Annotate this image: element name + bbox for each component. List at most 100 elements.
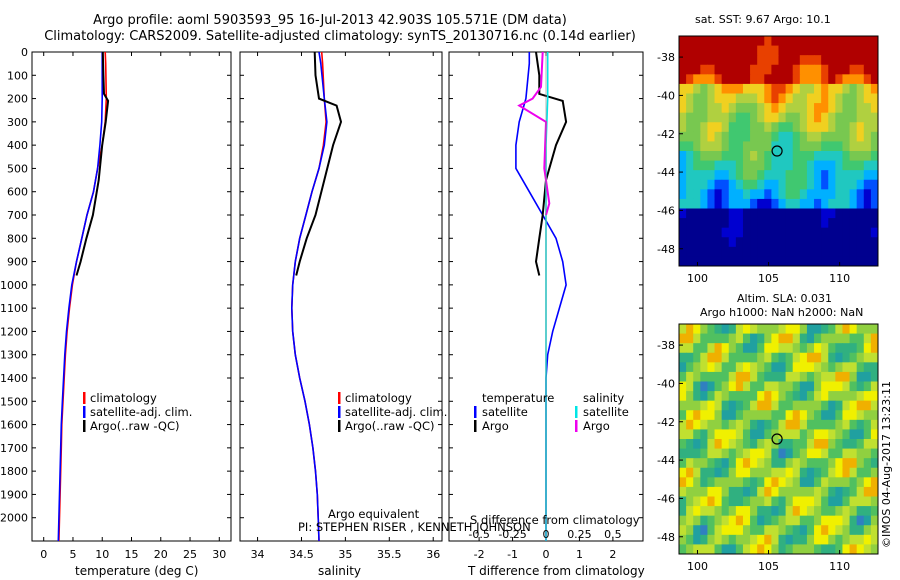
sla-cell bbox=[849, 467, 858, 478]
xtick-label: 2 bbox=[609, 548, 616, 561]
ytick-label: 400 bbox=[7, 139, 28, 152]
sst-cell bbox=[806, 55, 815, 66]
sst-cell bbox=[707, 131, 716, 142]
sst-cell bbox=[771, 227, 779, 238]
sla-cell bbox=[764, 515, 772, 526]
sla-cell bbox=[842, 371, 851, 382]
sst-cell bbox=[679, 179, 687, 190]
sst-cell bbox=[735, 208, 744, 219]
sst-cell bbox=[679, 256, 687, 267]
sst-cell bbox=[693, 237, 701, 248]
sst-cell bbox=[835, 246, 843, 257]
sst-frame bbox=[678, 35, 879, 267]
legend-diff-tsat: satellite bbox=[482, 405, 528, 419]
sst-cell bbox=[828, 256, 836, 267]
ytick-label: 1600 bbox=[0, 419, 28, 432]
sla-cell bbox=[735, 486, 744, 497]
sst-cell bbox=[806, 141, 815, 152]
sla-cell bbox=[870, 448, 879, 459]
sst-cell bbox=[870, 103, 879, 114]
sla-cell bbox=[863, 324, 872, 335]
sst-cell bbox=[742, 74, 751, 85]
sst-cell bbox=[700, 112, 708, 123]
sst-cell bbox=[714, 141, 723, 152]
sst-cell bbox=[870, 122, 879, 133]
sst-cell bbox=[764, 122, 772, 133]
sst-cell bbox=[792, 83, 801, 94]
sla-cell bbox=[750, 333, 758, 344]
sla-cell bbox=[742, 458, 751, 469]
sst-cell bbox=[785, 103, 794, 114]
sla-cell bbox=[679, 477, 687, 488]
sst-cell bbox=[728, 131, 737, 142]
sst-cell bbox=[785, 208, 794, 219]
sla-cell bbox=[757, 400, 765, 411]
sla-cell bbox=[735, 391, 744, 402]
sst-cell bbox=[842, 141, 851, 152]
sla-cell bbox=[785, 410, 794, 421]
sst-cell bbox=[771, 122, 779, 133]
sla-cell bbox=[721, 506, 730, 517]
sst-cell bbox=[757, 237, 765, 248]
sst-cell bbox=[714, 112, 723, 123]
sla-cell bbox=[863, 477, 872, 488]
sla-cell bbox=[750, 496, 758, 507]
sla-cell bbox=[757, 410, 765, 421]
sst-cell bbox=[728, 55, 737, 66]
sst-cell bbox=[750, 83, 758, 94]
sst-cell bbox=[849, 237, 858, 248]
sst-cell bbox=[870, 74, 879, 85]
sst-cell bbox=[863, 74, 872, 85]
sst-cell bbox=[700, 83, 708, 94]
sst-cell bbox=[693, 93, 701, 104]
sst-cell bbox=[700, 189, 708, 200]
sst-cell bbox=[757, 112, 765, 123]
sla-cell bbox=[863, 467, 872, 478]
diff-xlabel: T difference from climatology bbox=[468, 564, 645, 578]
sla-cell bbox=[757, 419, 765, 430]
sst-cell bbox=[785, 256, 794, 267]
sla-cell bbox=[814, 467, 822, 478]
sla-cell bbox=[806, 391, 815, 402]
sst-cell bbox=[828, 64, 836, 75]
sst-cell bbox=[700, 122, 708, 133]
sst-cell bbox=[821, 45, 829, 56]
sla-cell bbox=[792, 371, 801, 382]
sst-cell bbox=[742, 170, 751, 181]
sst-cell bbox=[856, 64, 865, 75]
sla-cell bbox=[814, 343, 822, 354]
sst-cell bbox=[693, 151, 701, 162]
sla-cell bbox=[849, 391, 858, 402]
sst-cell bbox=[821, 237, 829, 248]
sla-cell bbox=[757, 371, 765, 382]
sst-cell bbox=[835, 103, 843, 114]
sla-cell bbox=[828, 486, 836, 497]
sla-cell bbox=[742, 534, 751, 545]
sla-cell bbox=[828, 515, 836, 526]
sla-cell bbox=[828, 371, 836, 382]
sla-cell bbox=[742, 429, 751, 440]
sst-cell bbox=[842, 170, 851, 181]
sst-cell bbox=[700, 93, 708, 104]
sst-cell bbox=[764, 179, 772, 190]
sla-cell bbox=[792, 496, 801, 507]
sla-cell bbox=[863, 429, 872, 440]
sla-cell bbox=[686, 544, 694, 555]
sst-cell bbox=[842, 227, 851, 238]
sla-cell bbox=[870, 429, 879, 440]
sst-cell bbox=[771, 103, 779, 114]
sla-cell bbox=[771, 352, 779, 363]
sst-cell bbox=[771, 237, 779, 248]
sla-cell bbox=[835, 371, 843, 382]
sla-cell bbox=[700, 400, 708, 411]
sst-cell bbox=[686, 208, 694, 219]
sla-cell bbox=[792, 343, 801, 354]
sla-cell bbox=[849, 352, 858, 363]
sst-cell bbox=[728, 74, 737, 85]
sst-cell bbox=[679, 112, 687, 123]
sla-cell bbox=[714, 419, 723, 430]
sst-cell bbox=[707, 170, 716, 181]
sla-cell bbox=[742, 506, 751, 517]
legend-diff-temp-header: temperature bbox=[482, 391, 555, 405]
sst-cell bbox=[742, 141, 751, 152]
